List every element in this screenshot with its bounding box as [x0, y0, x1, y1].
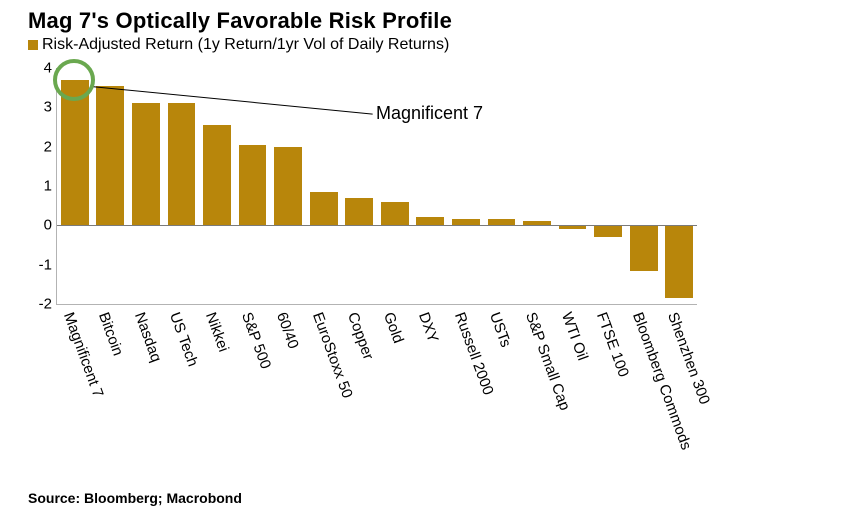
y-tick-label: 1 [8, 178, 52, 195]
legend-swatch [28, 40, 38, 50]
y-tick-label: 2 [8, 138, 52, 155]
bar [274, 147, 302, 226]
annotation-highlight-circle [53, 59, 95, 101]
bar [665, 225, 693, 298]
bar [310, 192, 338, 225]
bar [594, 225, 622, 237]
y-tick-label: -1 [8, 256, 52, 273]
x-tick-label: Gold [380, 310, 407, 346]
bar [96, 86, 124, 226]
bar [630, 225, 658, 270]
x-label-layer: Magnificent 7BitcoinNasdaqUS TechNikkeiS… [56, 306, 696, 506]
x-tick-label: Nasdaq [131, 310, 165, 364]
y-tick-label: -2 [8, 296, 52, 313]
bar [239, 145, 267, 226]
x-tick-label: WTI Oil [558, 310, 591, 363]
y-tick-label: 3 [8, 99, 52, 116]
bar [416, 217, 444, 225]
x-tick-label: Bitcoin [95, 310, 126, 358]
chart-title: Mag 7's Optically Favorable Risk Profile [28, 8, 452, 34]
chart-root: Mag 7's Optically Favorable Risk Profile… [0, 0, 848, 518]
bar [61, 80, 89, 226]
bar [132, 103, 160, 225]
legend: Risk-Adjusted Return (1y Return/1yr Vol … [28, 36, 449, 54]
x-tick-label: USTs [486, 310, 514, 349]
x-tick-label: 60/40 [273, 310, 302, 351]
x-tick-label: FTSE 100 [593, 310, 632, 379]
x-tick-label: S&P 500 [238, 310, 274, 371]
bar [345, 198, 373, 226]
bar [381, 202, 409, 226]
bar [168, 103, 196, 225]
y-tick-label: 4 [8, 60, 52, 77]
y-tick-label: 0 [8, 217, 52, 234]
annotation-label: Magnificent 7 [376, 103, 483, 124]
x-tick-label: DXY [415, 310, 442, 345]
x-tick-label: Copper [344, 310, 377, 362]
zero-axis-line [57, 225, 697, 226]
legend-label: Risk-Adjusted Return (1y Return/1yr Vol … [42, 36, 449, 54]
x-tick-label: US Tech [166, 310, 201, 369]
bar [203, 125, 231, 225]
source-attribution: Source: Bloomberg; Macrobond [28, 490, 242, 506]
x-tick-label: Nikkei [202, 310, 232, 354]
